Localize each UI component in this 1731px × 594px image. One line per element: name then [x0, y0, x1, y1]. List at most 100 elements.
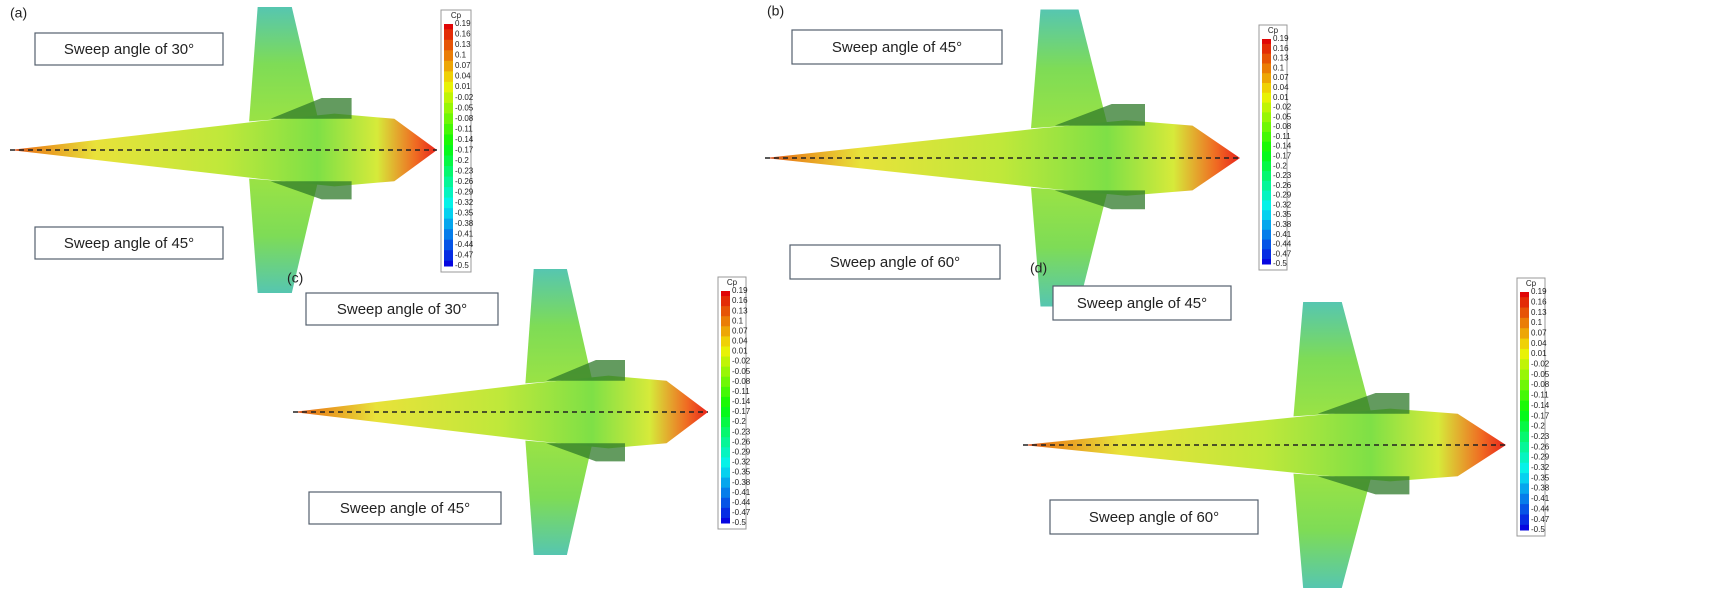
colorbar-tick-label: -0.26: [1531, 442, 1550, 451]
colorbar-tick-label: -0.05: [1273, 112, 1292, 121]
colorbar-swatch: [1520, 411, 1529, 422]
colorbar-tick-label: -0.02: [455, 93, 474, 102]
colorbar-tick-label: -0.08: [455, 114, 474, 123]
colorbar-swatch: [721, 291, 730, 297]
panel: (a) Sweep angle of 30° Sweep angle of 45° C…: [10, 5, 474, 294]
colorbar-tick-label: -0.26: [732, 437, 751, 446]
colorbar-tick-label: 0.19: [732, 286, 748, 295]
colorbar-tick-label: -0.08: [1531, 380, 1550, 389]
colorbar-tick-label: -0.29: [1531, 453, 1550, 462]
colorbar-swatch: [1262, 73, 1271, 84]
panel-label: (d): [1030, 260, 1047, 276]
colorbar-tick-label: -0.5: [455, 261, 469, 270]
label-box: [1049, 499, 1259, 535]
colorbar-swatch: [1520, 493, 1529, 505]
colorbar-swatch: [1262, 112, 1271, 123]
colorbar-tick-label: -0.47: [1531, 515, 1550, 524]
colorbar-tick-label: -0.29: [1273, 191, 1292, 200]
colorbar-swatch: [1262, 219, 1271, 231]
colorbar-tick-label: -0.41: [732, 488, 751, 497]
colorbar-swatch: [1262, 131, 1271, 143]
colorbar-swatch: [721, 497, 730, 509]
colorbar-tick-label: -0.2: [1273, 161, 1287, 170]
colorbar: Cp0.190.160.130.10.070.040.01-0.02-0.05-…: [1516, 277, 1550, 537]
colorbar-swatch: [444, 229, 453, 241]
sweep-label: Sweep angle of 45°: [340, 500, 470, 517]
colorbar-swatch: [444, 92, 453, 104]
colorbar-tick-label: 0.1: [1531, 318, 1543, 327]
label-box: [1052, 285, 1232, 321]
label-box: [34, 32, 224, 66]
label-box: [308, 491, 502, 525]
colorbar-tick-label: -0.38: [732, 478, 751, 487]
colorbar-swatch: [721, 467, 730, 479]
colorbar-swatch: [721, 457, 730, 469]
colorbar-tick-label: -0.2: [732, 417, 746, 426]
colorbar-tick-label: -0.32: [732, 458, 751, 467]
colorbar-tick-label: -0.14: [732, 397, 751, 406]
colorbar-tick-label: 0.04: [455, 72, 471, 81]
colorbar-tick-label: -0.41: [1531, 494, 1550, 503]
colorbar-tick-label: -0.29: [455, 187, 474, 196]
colorbar-tick-label: -0.02: [1273, 103, 1292, 112]
colorbar-tick-label: -0.14: [1273, 142, 1292, 151]
colorbar-swatch: [444, 71, 453, 83]
colorbar-swatch: [721, 517, 730, 524]
colorbar-swatch: [444, 218, 453, 230]
colorbar-swatch: [1520, 421, 1529, 433]
colorbar-tick-label: -0.35: [455, 209, 474, 218]
colorbar-swatch: [721, 417, 730, 428]
sweep-label: Sweep angle of 45°: [64, 235, 194, 252]
colorbar: Cp0.190.160.130.10.070.040.01-0.02-0.05-…: [717, 276, 751, 530]
colorbar-tick-label: 0.1: [455, 51, 467, 60]
colorbar-tick-label: -0.38: [1273, 220, 1292, 229]
sweep-label: Sweep angle of 45°: [1077, 295, 1207, 312]
colorbar-tick-label: -0.2: [455, 156, 469, 165]
colorbar-tick-label: 0.13: [1531, 308, 1547, 317]
colorbar-swatch: [721, 437, 730, 448]
colorbar-swatch: [1520, 348, 1529, 360]
colorbar-tick-label: 0.07: [1273, 73, 1289, 82]
sweep-label: Sweep angle of 60°: [1089, 509, 1219, 526]
colorbar-tick-label: -0.5: [1531, 525, 1545, 534]
colorbar-swatch: [1262, 190, 1271, 201]
colorbar-tick-label: 0.04: [1273, 83, 1289, 92]
colorbar-swatch: [1262, 239, 1271, 250]
colorbar-tick-label: -0.02: [1531, 360, 1550, 369]
panel: (d) Sweep angle of 45° Sweep angle of 60° C…: [1023, 260, 1550, 588]
colorbar-swatch: [1520, 292, 1529, 298]
colorbar-tick-label: -0.35: [732, 468, 751, 477]
colorbar-swatch: [1262, 171, 1271, 182]
panel: (b) Sweep angle of 45° Sweep angle of 60° C…: [765, 3, 1292, 307]
colorbar-swatch: [1520, 431, 1529, 443]
colorbar-swatch: [444, 102, 453, 114]
colorbar-swatch: [444, 197, 453, 209]
colorbar-swatch: [444, 155, 453, 167]
colorbar-swatch: [1520, 452, 1529, 464]
colorbar-tick-label: -0.08: [1273, 122, 1292, 131]
colorbar-swatch: [444, 166, 453, 178]
panel-label: (a): [10, 5, 27, 21]
colorbar-tick-label: -0.14: [455, 135, 474, 144]
colorbar-swatch: [1262, 141, 1271, 152]
colorbar-title: Cp: [1268, 26, 1279, 35]
colorbar-tick-label: 0.19: [455, 19, 471, 28]
colorbar-swatch: [444, 123, 453, 135]
colorbar-tick-label: -0.38: [1531, 484, 1550, 493]
colorbar-tick-label: -0.23: [1531, 432, 1550, 441]
colorbar-swatch: [721, 447, 730, 458]
colorbar-swatch: [721, 487, 730, 499]
colorbar-swatch: [1262, 83, 1271, 94]
colorbar-tick-label: -0.26: [455, 177, 474, 186]
colorbar-tick-label: 0.01: [732, 347, 748, 356]
colorbar-tick-label: 0.01: [455, 82, 471, 91]
colorbar-title: Cp: [451, 11, 462, 20]
colorbar-tick-label: -0.44: [732, 498, 751, 507]
colorbar-swatch: [721, 296, 730, 307]
colorbar-tick-label: -0.23: [1273, 171, 1292, 180]
colorbar-tick-label: -0.11: [732, 387, 750, 396]
colorbar-swatch: [1520, 369, 1529, 381]
colorbar-tick-label: -0.5: [732, 518, 746, 527]
colorbar-swatch: [721, 427, 730, 438]
